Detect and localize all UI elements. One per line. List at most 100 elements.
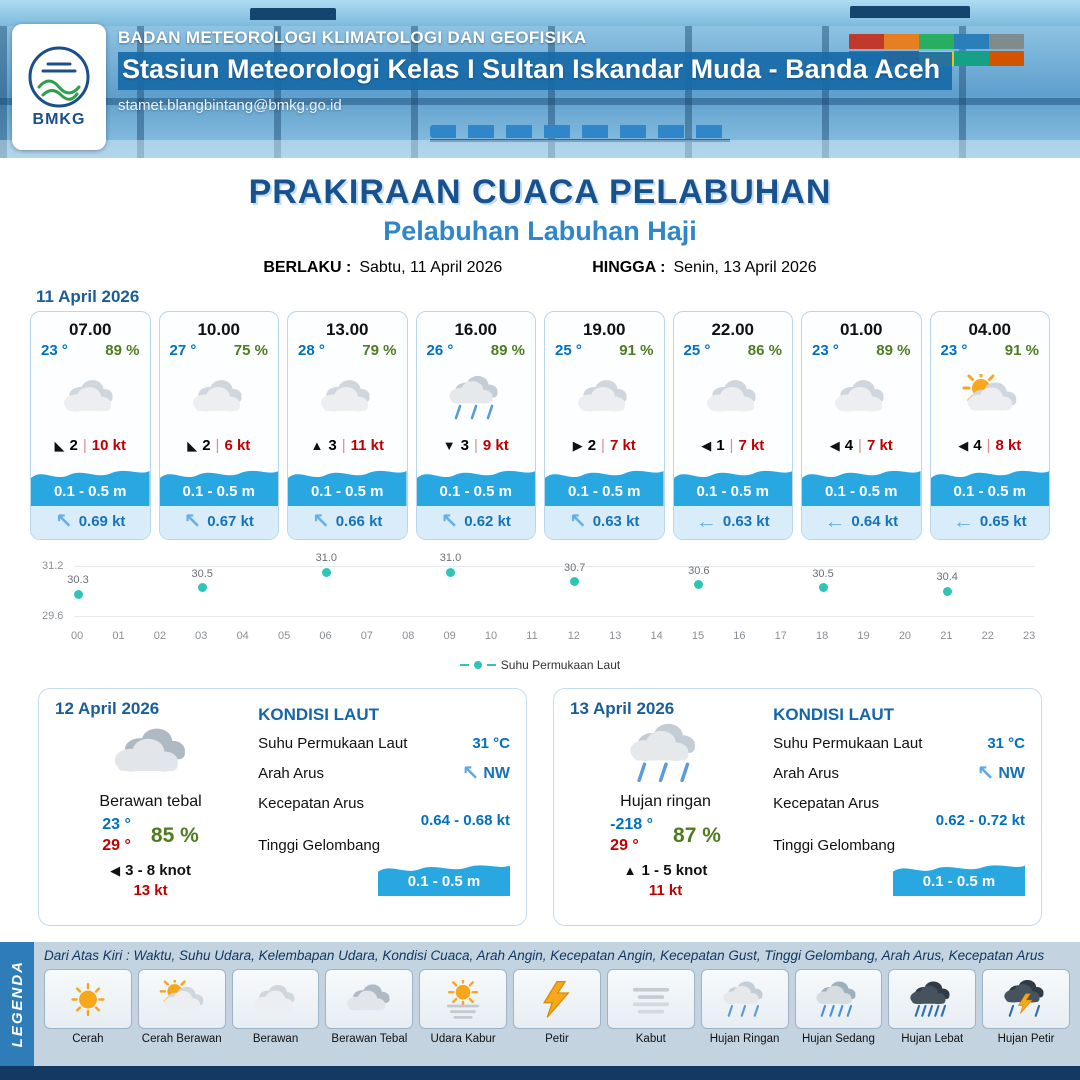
validity-row: BERLAKU : Sabtu, 11 April 2026 HINGGA : Se… — [0, 259, 1080, 277]
wind-gust-value: 2 — [587, 437, 597, 454]
chart-gridline — [74, 616, 1034, 617]
weather-icon-box — [31, 359, 150, 437]
page-title: PRAKIRAAN CUACA PELABUHAN — [248, 173, 832, 211]
udara-kabur-icon — [447, 979, 480, 1019]
x-tick-label: 02 — [153, 630, 167, 642]
current-speed-label: Kecepatan Arus — [773, 795, 880, 812]
legend-item-label: Kabut — [635, 1033, 666, 1045]
current-row: ↖ 0.66 kt — [288, 506, 407, 539]
forecast-card: 10.00 27 ° 75 % ◣ 2 | 6 kt 0.1 - 0.5 m ↖ 0.67 kt — [158, 311, 279, 540]
wave-height-band: 0.1 - 0.5 m — [673, 460, 792, 506]
y-tick-label: 29.6 — [42, 610, 64, 622]
x-tick-label: 16 — [733, 630, 746, 642]
temp-humidity-row: 23 ° 91 % — [931, 342, 1050, 359]
legend-icon-box — [513, 969, 601, 1029]
sst-value-label: 30.4 — [936, 571, 958, 583]
legend-item-label: Udara Kabur — [430, 1033, 496, 1045]
hingga: HINGGA : Senin, 13 April 2026 — [592, 259, 816, 277]
sea-conditions: KONDISI LAUT Suhu Permukaan Laut 31 °C Arah… — [258, 699, 510, 913]
wave-height-band: 0.1 - 0.5 m — [31, 460, 150, 506]
wave-height: 0.1 - 0.5 m — [696, 483, 770, 500]
current-row: ← 0.65 kt — [930, 506, 1049, 539]
air-temperature: 26 ° — [426, 342, 454, 359]
forecast-cards-row: 07.00 23 ° 89 % ◣ 2 | 10 kt 0.1 - 0.5 m ↖ 0.69 kt… — [0, 311, 1080, 540]
wave-height-value: 0.1 - 0.5 m — [922, 873, 996, 890]
agency-name: BADAN METEOROLOGI KLIMATOLOGI DAN GEOFIS… — [118, 28, 587, 47]
wind-gust-value: 1 — [716, 437, 725, 454]
current-direction-icon: ← — [952, 509, 974, 533]
sst-data-point — [321, 567, 331, 577]
current-direction-label: Arah Arus — [258, 765, 324, 782]
wind-speed: 10 kt — [91, 437, 126, 454]
forecast-time: 19.00 — [582, 320, 626, 339]
title-section: PRAKIRAAN CUACA PELABUHAN Pelabuhan Labu… — [0, 158, 1080, 277]
floor-illustration — [0, 140, 1080, 158]
berawan-icon — [578, 380, 627, 412]
legend-items: Cerah Cerah Berawan Berawan Berawan Tebal Ud… — [44, 969, 1070, 1045]
x-tick-label: 22 — [981, 630, 994, 642]
sst-value-label: 30.5 — [191, 567, 213, 580]
wind-row: ▲ 3 | 11 kt — [288, 437, 407, 460]
sst-value-label: 30.5 — [812, 567, 834, 580]
hujan-ringan-icon — [722, 981, 763, 1017]
footer-bar — [0, 1066, 1080, 1080]
current-row: ↖ 0.69 kt — [31, 506, 150, 539]
legend-item: Hujan Lebat — [888, 969, 977, 1045]
forecast-time: 10.00 — [197, 320, 241, 339]
legend-ribbon: LEGENDA — [0, 942, 34, 1066]
daily-condition: Berawan tebal — [99, 793, 202, 810]
forecast-card: 22.00 25 ° 86 % ◀ 1 | 7 kt 0.1 - 0.5 m ← 0.63 kt — [672, 311, 793, 540]
berawan-icon — [321, 380, 370, 412]
current-speed-value: 0.64 - 0.68 kt — [420, 812, 510, 829]
wave-shape — [673, 470, 792, 506]
divider: | — [215, 437, 220, 454]
x-tick-label: 12 — [567, 630, 580, 642]
hingga-value: Senin, 13 April 2026 — [673, 259, 817, 276]
port-name: Pelabuhan Labuhan Haji — [383, 216, 697, 246]
wave-height-band: 0.1 - 0.5 m — [159, 460, 278, 506]
wave-height-label: Tinggi Gelombang — [773, 837, 896, 854]
current-row: ← 0.64 kt — [802, 506, 921, 539]
sst-value: 31 °C — [472, 735, 510, 752]
forecast-card: 04.00 23 ° 91 % ◀ 4 | 8 kt 0.1 - 0.5 m ← 0.65 kt — [929, 311, 1050, 540]
legend-icon-box — [700, 969, 789, 1029]
daily-wind: ◀ 3 - 8 knot 13 kt — [55, 862, 246, 899]
station-email: stamet.blangbintang@bmkg.go.id — [118, 97, 342, 114]
current-direction-icon: ↖ — [569, 509, 587, 533]
legend-icon-box — [137, 969, 226, 1029]
legend-item-label: Petir — [545, 1033, 569, 1045]
forecast-card: 13.00 28 ° 79 % ▲ 3 | 11 kt 0.1 - 0.5 m ↖ 0.66 kt — [287, 311, 408, 540]
x-tick-label: 19 — [857, 630, 870, 642]
wind-direction-icon: ◣ — [54, 437, 65, 453]
cerah-icon — [71, 982, 105, 1016]
wind-speed: 9 kt — [482, 437, 509, 454]
legend-icon-box — [982, 969, 1070, 1029]
sst-value-label: 30.3 — [67, 574, 89, 587]
x-tick-label: 14 — [650, 630, 663, 642]
sst-data-point — [197, 583, 207, 593]
bmkg-logo-icon — [28, 46, 90, 108]
wind-gust-value: 4 — [844, 437, 854, 454]
seats-base-illustration — [430, 139, 730, 142]
wave-shape — [378, 865, 510, 896]
sst-value-label: 30.6 — [688, 564, 710, 577]
hujan-ringan-icon — [449, 375, 498, 420]
x-tick-label: 06 — [319, 630, 332, 642]
current-row: ↖ 0.67 kt — [159, 506, 278, 539]
wave-height-band: 0.1 - 0.5 m — [545, 460, 664, 506]
air-temperature: 27 ° — [169, 342, 197, 359]
berawan-icon — [835, 380, 884, 412]
forecast-time: 07.00 — [68, 320, 112, 339]
wind-row: ◀ 4 | 7 kt — [802, 437, 921, 460]
wave-height-badge: 0.1 - 0.5 m — [378, 856, 510, 896]
x-tick-label: 18 — [816, 630, 829, 642]
y-tick-label: 31.2 — [42, 560, 64, 572]
humidity: 86 % — [747, 342, 782, 359]
current-row: ↖ 0.63 kt — [545, 506, 664, 539]
cerah-berawan-icon — [962, 374, 1016, 411]
forecast-time: 16.00 — [454, 320, 498, 339]
legend-icon-box — [794, 969, 883, 1029]
humidity: 89 % — [490, 342, 525, 359]
daily-weather: 13 April 2026 Hujan ringan -218 ° 29 ° 87 % ▲… — [570, 699, 761, 913]
